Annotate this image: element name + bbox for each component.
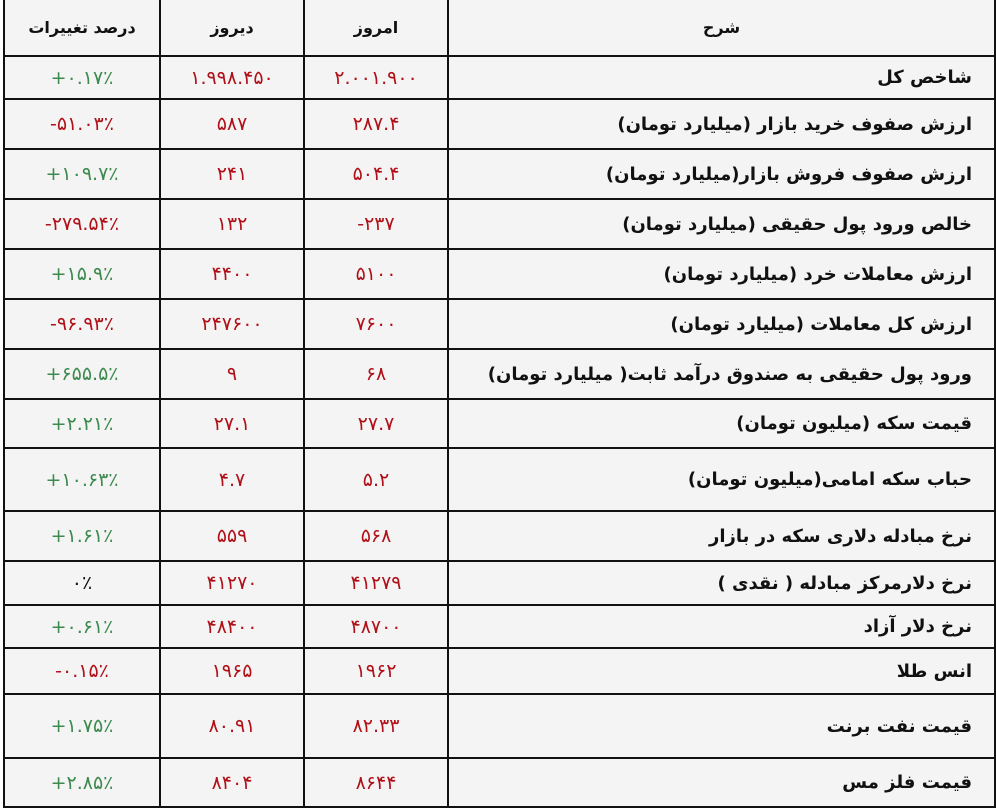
header-change: درصد تغییرات <box>3 0 161 57</box>
header-row: درصد تغییرات دیروز امروز شرح <box>3 0 996 57</box>
change-cell: -۹۶.۹۳٪ <box>3 298 161 350</box>
table-row: -۰.۱۵٪ ۱۹۶۵ ۱۹۶۲ انس طلا <box>3 647 996 695</box>
yesterday-cell: ۲۴۷۶۰۰ <box>159 298 305 350</box>
description-cell: قیمت سکه (میلیون تومان) <box>447 398 996 449</box>
change-cell: +۱.۷۵٪ <box>3 693 161 759</box>
change-cell: +۱۰.۶۳٪ <box>3 447 161 512</box>
yesterday-cell: ۱.۹۹۸.۴۵۰ <box>159 55 305 100</box>
yesterday-cell: ۴۴۰۰ <box>159 248 305 300</box>
description-cell: نرخ مبادله دلاری سکه در بازار <box>447 510 996 562</box>
table-row: +۱۰.۶۳٪ ۴.۷ ۵.۲ حباب سکه امامی(میلیون تومان… <box>3 447 996 512</box>
today-cell: ۸۶۴۴ <box>303 757 449 808</box>
change-cell: -۵۱.۰۳٪ <box>3 98 161 150</box>
yesterday-cell: ۸۰.۹۱ <box>159 693 305 759</box>
yesterday-cell: ۵۵۹ <box>159 510 305 562</box>
today-cell: ۲.۰۰۱.۹۰۰ <box>303 55 449 100</box>
yesterday-cell: ۱۹۶۵ <box>159 647 305 695</box>
yesterday-cell: ۱۳۲ <box>159 198 305 250</box>
description-cell: حباب سکه امامی(میلیون تومان) <box>447 447 996 512</box>
yesterday-cell: ۵۸۷ <box>159 98 305 150</box>
today-cell: ۲۷.۷ <box>303 398 449 449</box>
description-cell: نرخ دلارمرکز مبادله ( نقدی ) <box>447 560 996 606</box>
today-cell: ۸۲.۳۳ <box>303 693 449 759</box>
description-cell: ارزش صفوف خرید بازار (میلیارد تومان) <box>447 98 996 150</box>
description-cell: ارزش معاملات خرد (میلیارد تومان) <box>447 248 996 300</box>
today-cell: ۶۸ <box>303 348 449 400</box>
header-today: امروز <box>303 0 449 57</box>
yesterday-cell: ۴۸۴۰۰ <box>159 604 305 649</box>
today-cell: ۵.۲ <box>303 447 449 512</box>
yesterday-cell: ۴۱۲۷۰ <box>159 560 305 606</box>
table-row: +۱.۶۱٪ ۵۵۹ ۵۶۸ نرخ مبادله دلاری سکه در بازا… <box>3 510 996 562</box>
table-row: +۲.۲۱٪ ۲۷.۱ ۲۷.۷ قیمت سکه (میلیون تومان) <box>3 398 996 449</box>
table-row: -۵۱.۰۳٪ ۵۸۷ ۲۸۷.۴ ارزش صفوف خرید بازار (میل… <box>3 98 996 150</box>
change-cell: ۰٪ <box>3 560 161 606</box>
change-cell: +۰.۶۱٪ <box>3 604 161 649</box>
table-row: +۱۵.۹٪ ۴۴۰۰ ۵۱۰۰ ارزش معاملات خرد (میلیارد … <box>3 248 996 300</box>
table-row: +۰.۱۷٪ ۱.۹۹۸.۴۵۰ ۲.۰۰۱.۹۰۰ شاخص کل <box>3 55 996 100</box>
table-row: +۲.۸۵٪ ۸۴۰۴ ۸۶۴۴ قیمت فلز مس <box>3 757 996 808</box>
today-cell: -۲۳۷ <box>303 198 449 250</box>
yesterday-cell: ۴.۷ <box>159 447 305 512</box>
description-cell: ارزش کل معاملات (میلیارد تومان) <box>447 298 996 350</box>
description-cell: قیمت فلز مس <box>447 757 996 808</box>
table-row: ۰٪ ۴۱۲۷۰ ۴۱۲۷۹ نرخ دلارمرکز مبادله ( نقدی ) <box>3 560 996 606</box>
today-cell: ۷۶۰۰ <box>303 298 449 350</box>
today-cell: ۱۹۶۲ <box>303 647 449 695</box>
table-row: +۶۵۵.۵٪ ۹ ۶۸ ورود پول حقیقی به صندوق درآمد … <box>3 348 996 400</box>
description-cell: خالص ورود پول حقیقی (میلیارد تومان) <box>447 198 996 250</box>
today-cell: ۵۰۴.۴ <box>303 148 449 200</box>
market-summary-table: درصد تغییرات دیروز امروز شرح +۰.۱۷٪ ۱.۹۹۸… <box>3 0 996 808</box>
today-cell: ۴۱۲۷۹ <box>303 560 449 606</box>
change-cell: +۰.۱۷٪ <box>3 55 161 100</box>
description-cell: قیمت نفت برنت <box>447 693 996 759</box>
change-cell: -۰.۱۵٪ <box>3 647 161 695</box>
yesterday-cell: ۲۴۱ <box>159 148 305 200</box>
change-cell: -۲۷۹.۵۴٪ <box>3 198 161 250</box>
header-description: شرح <box>447 0 996 57</box>
today-cell: ۵۶۸ <box>303 510 449 562</box>
change-cell: +۱۰۹.۷٪ <box>3 148 161 200</box>
table-row: +۱.۷۵٪ ۸۰.۹۱ ۸۲.۳۳ قیمت نفت برنت <box>3 693 996 759</box>
today-cell: ۵۱۰۰ <box>303 248 449 300</box>
table-row: +۰.۶۱٪ ۴۸۴۰۰ ۴۸۷۰۰ نرخ دلار آزاد <box>3 604 996 649</box>
change-cell: +۲.۲۱٪ <box>3 398 161 449</box>
change-cell: +۱۵.۹٪ <box>3 248 161 300</box>
header-yesterday: دیروز <box>159 0 305 57</box>
yesterday-cell: ۲۷.۱ <box>159 398 305 449</box>
description-cell: شاخص کل <box>447 55 996 100</box>
change-cell: +۶۵۵.۵٪ <box>3 348 161 400</box>
description-cell: ورود پول حقیقی به صندوق درآمد ثابت( میلی… <box>447 348 996 400</box>
yesterday-cell: ۹ <box>159 348 305 400</box>
description-cell: ارزش صفوف فروش بازار(میلیارد تومان) <box>447 148 996 200</box>
yesterday-cell: ۸۴۰۴ <box>159 757 305 808</box>
description-cell: انس طلا <box>447 647 996 695</box>
today-cell: ۲۸۷.۴ <box>303 98 449 150</box>
description-cell: نرخ دلار آزاد <box>447 604 996 649</box>
table-row: -۹۶.۹۳٪ ۲۴۷۶۰۰ ۷۶۰۰ ارزش کل معاملات (میلیار… <box>3 298 996 350</box>
today-cell: ۴۸۷۰۰ <box>303 604 449 649</box>
change-cell: +۲.۸۵٪ <box>3 757 161 808</box>
table-row: +۱۰۹.۷٪ ۲۴۱ ۵۰۴.۴ ارزش صفوف فروش بازار(میلی… <box>3 148 996 200</box>
change-cell: +۱.۶۱٪ <box>3 510 161 562</box>
table-row: -۲۷۹.۵۴٪ ۱۳۲ -۲۳۷ خالص ورود پول حقیقی (میلی… <box>3 198 996 250</box>
